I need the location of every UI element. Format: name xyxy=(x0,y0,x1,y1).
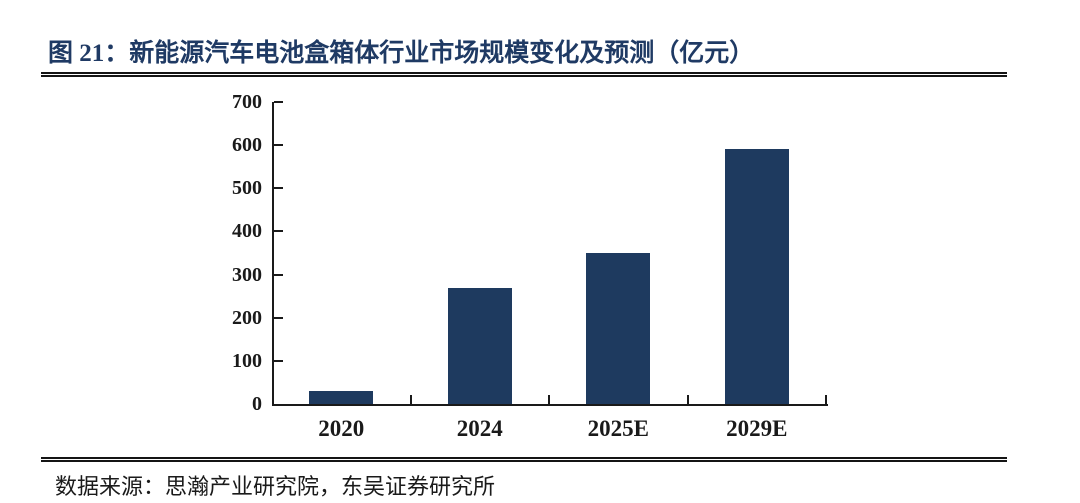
y-axis-tick xyxy=(274,187,283,190)
bar-2025E xyxy=(586,253,650,404)
y-axis xyxy=(272,102,274,406)
bar-2020 xyxy=(309,391,373,404)
x-axis-tick xyxy=(686,395,689,404)
x-axis-tick xyxy=(548,395,550,404)
y-tick-label: 400 xyxy=(232,220,262,243)
x-axis-tick xyxy=(409,395,412,404)
y-tick-label: 300 xyxy=(232,263,262,286)
y-tick-label: 700 xyxy=(232,91,262,113)
x-tick-label: 2025E xyxy=(587,416,649,441)
x-tick-label: 2029E xyxy=(726,416,788,441)
x-axis-tick xyxy=(825,395,827,404)
y-axis-tick xyxy=(274,359,283,362)
y-axis-tick xyxy=(274,230,283,233)
y-tick-label: 500 xyxy=(232,177,262,200)
x-tick-label: 2024 xyxy=(456,416,503,441)
x-tick-label: 2020 xyxy=(318,416,365,441)
figure-title: 图 21：新能源汽车电池盒箱体行业市场规模变化及预测（亿元） xyxy=(48,40,755,67)
y-axis-tick xyxy=(274,144,283,147)
bar-2024 xyxy=(448,288,512,404)
y-tick-label: 200 xyxy=(232,306,262,329)
bar-2029E xyxy=(725,149,789,404)
y-tick-label: 100 xyxy=(232,349,262,372)
top-divider xyxy=(41,72,1007,77)
y-axis-tick xyxy=(274,273,283,276)
y-tick-label: 600 xyxy=(232,134,262,157)
y-axis-tick xyxy=(274,101,283,103)
bottom-divider xyxy=(41,457,1007,462)
y-axis-tick xyxy=(274,316,283,319)
x-axis xyxy=(272,404,828,406)
data-source: 数据来源：思瀚产业研究院，东吴证券研究所 xyxy=(55,474,496,499)
y-tick-label: 0 xyxy=(252,393,262,415)
